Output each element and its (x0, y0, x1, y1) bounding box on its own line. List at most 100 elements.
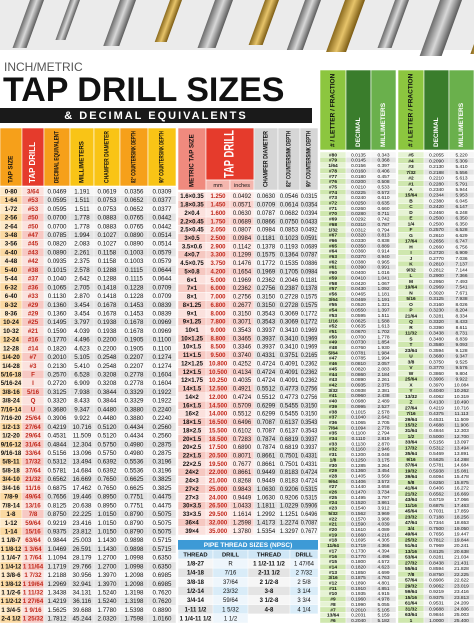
cell-text: 0.0591 (301, 236, 318, 242)
cell-text: 0.2090 (429, 158, 444, 164)
cell-text: 0.9449 (257, 470, 276, 476)
cell-text: 0.0377 (153, 197, 172, 204)
drill-bit-photo (0, 0, 474, 56)
cell-text: 1/8 (330, 457, 337, 463)
cell-text: 3.5×0.6 (182, 244, 203, 250)
cell-text: 0.3543 (233, 328, 252, 334)
column-header: 82° COUNTERSINK DEPTH (287, 131, 293, 187)
cell-text: 3.572 (377, 479, 389, 485)
cell-text: 2.083 (377, 366, 389, 372)
cell-text: 0.1378 (301, 286, 318, 292)
cell-text: 7.938 (74, 389, 90, 396)
cell-text: #16 (28, 337, 39, 344)
cell-text: 0.1969 (301, 345, 318, 351)
cell-text: 11.509 (73, 433, 92, 440)
cell-text: 10-32 (3, 328, 19, 335)
cell-text: 3 3/4 (297, 598, 311, 604)
cell-text: 22.225 (73, 511, 92, 518)
cell-text: 0.6102 (233, 428, 252, 434)
cell-text: 0.2046 (280, 278, 299, 284)
cell-text: 21/32 (25, 476, 41, 483)
cell-text: 3.912 (377, 506, 389, 512)
cell-text: #42 (329, 382, 337, 388)
cell-text: 24.000 (209, 495, 228, 501)
cell-text: 12.304 (73, 441, 92, 448)
cell-text: 1 47/64 (294, 562, 315, 568)
cell-text: 0.6392 (98, 459, 117, 466)
cell-text: 26.591 (73, 546, 92, 553)
cell-text: 0.0571 (233, 203, 252, 209)
cell-text: #7 (30, 354, 37, 361)
cell-text: #22 (329, 516, 337, 522)
cell-text: 1.3970 (98, 581, 117, 588)
cell-text: #73 (329, 195, 337, 201)
cell-text: 1.5354 (257, 529, 276, 535)
cell-text: #27 (329, 484, 337, 490)
cell-text: 10.800 (209, 361, 228, 367)
cell-text: 3/8-24 (2, 398, 20, 405)
cell-text: 0.6350 (153, 555, 172, 562)
cell-text: 0.1678 (98, 310, 117, 317)
cell-text: 21.000 (209, 479, 228, 485)
cell-text: 0.0260 (351, 206, 366, 212)
cell-text: 0.0430 (351, 286, 366, 292)
cell-text: 0.2560 (153, 424, 172, 431)
cell-text: 9.922 (74, 415, 90, 422)
cell-text: 0.0709 (257, 203, 276, 209)
cell-text: 0.0354 (301, 203, 318, 209)
cell-text: 2.050 (210, 228, 226, 234)
header-cell (147, 127, 177, 187)
cell-text: 1.3198 (125, 598, 144, 605)
cell-text: #50 (28, 223, 39, 230)
cell-text: 4.851 (377, 586, 389, 592)
cell-text: 1.1251 (280, 512, 299, 518)
cell-text: 39×4 (185, 529, 199, 535)
cell-text: 0.2720 (48, 380, 67, 387)
cell-text: 0.5315 (301, 487, 318, 493)
cell-text: #59 (329, 275, 337, 281)
cell-text: 0.7656 (48, 494, 67, 501)
header-cell (345, 69, 372, 151)
cell-text: 0.1922 (153, 398, 172, 405)
cell-text: 0.2031 (351, 613, 366, 619)
cell-text: 0.1820 (48, 345, 67, 352)
cell-text: 0.1285 (351, 463, 366, 469)
cell-text: #77 (329, 174, 337, 180)
cell-text: 6×1 (187, 278, 198, 284)
cell-text: 2.900 (210, 244, 226, 250)
cell-text: 0.0785 (48, 232, 67, 239)
cell-text: 0.7087 (257, 428, 276, 434)
cell-text: 0.406 (377, 168, 389, 174)
column-header: MILLIMETERS (79, 141, 86, 183)
cell-text: 63/64 (25, 537, 41, 544)
cell-text: 1 1/4-11 1/2 (180, 616, 212, 622)
cell-text: 0.1130 (351, 441, 366, 447)
cell-text: 0.0330 (351, 238, 366, 244)
cell-text: 1.3438 (48, 590, 67, 597)
cell-text: 1 1/4-7 (1, 555, 21, 562)
cell-text: 25/64 (25, 415, 41, 422)
cell-text: 0.1820 (351, 564, 366, 570)
cell-text: 0.0433 (301, 219, 318, 225)
cell-text: 1-12 (5, 520, 18, 527)
cell-text: 0.1610 (351, 527, 366, 533)
cell-text: #33 (329, 441, 337, 447)
cell-text: #14 (28, 345, 39, 352)
column-header: MILLIMETERS (380, 102, 387, 147)
cell-text: 0.2200 (98, 345, 117, 352)
cell-text: 0.9844 (48, 537, 67, 544)
cell-text: 1.0998 (125, 555, 144, 562)
cell-text: 1.191 (377, 297, 389, 303)
cell-text: 2.381 (377, 388, 389, 394)
cell-text: 0.0935 (351, 382, 366, 388)
cell-text: 5.410 (455, 164, 467, 170)
cell-text: 0.0356 (125, 188, 144, 195)
cell-text: 0.4434 (125, 424, 144, 431)
cell-text: 3.750 (210, 261, 226, 267)
cell-text: 2.489 (377, 399, 389, 405)
cell-text: 0.1575 (257, 253, 276, 259)
cell-text: 1/8-27 (187, 562, 205, 568)
cell-text: 0.1678 (98, 302, 117, 309)
cell-text: 8.433 (74, 398, 90, 405)
cell-text: 0.5455 (280, 403, 299, 409)
